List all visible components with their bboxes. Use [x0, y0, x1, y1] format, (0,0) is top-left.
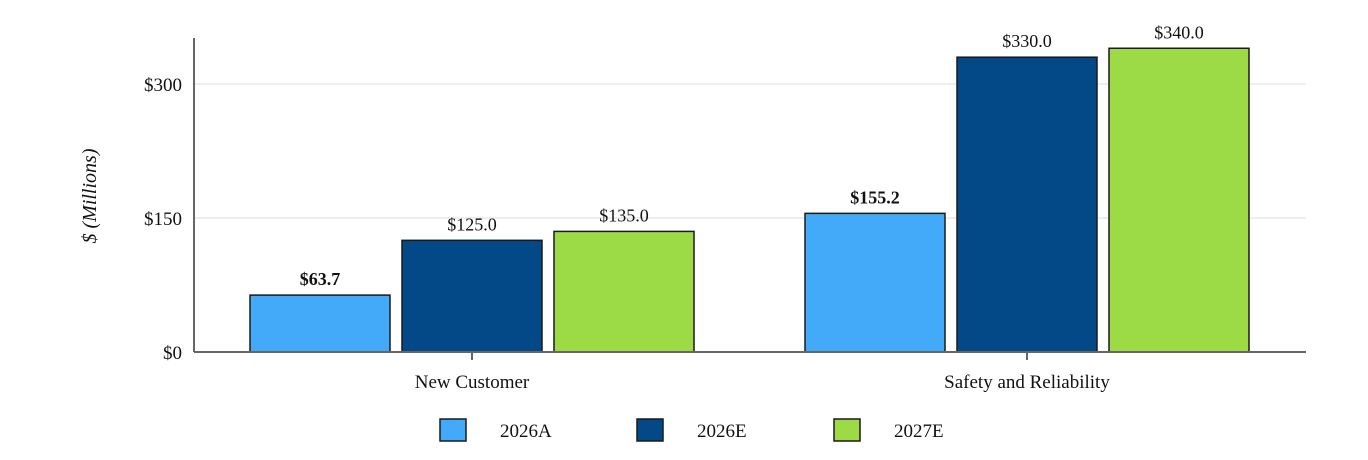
data-label: $155.2 [850, 187, 900, 207]
y-tick-label: $0 [163, 343, 182, 364]
legend-label: 2026A [500, 421, 552, 442]
bar-2027e [1108, 47, 1250, 353]
legend-label: 2026E [697, 421, 747, 442]
data-labels: $63.7 $125.0 $135.0 $155.2 $330.0 $340.0 [300, 22, 1204, 289]
y-tick-label: $150 [144, 209, 182, 230]
x-tick-labels: New Customer Safety and Reliability [415, 372, 1111, 393]
data-label: $330.0 [1002, 31, 1052, 51]
y-axis-label: $ (Millions) [79, 148, 101, 243]
bars [249, 47, 1250, 353]
legend-swatch-2026a [439, 418, 467, 442]
legend-swatch-2026e [636, 418, 664, 442]
bar-2026a [804, 212, 946, 353]
bar-2027e [553, 230, 695, 353]
data-label: $340.0 [1154, 22, 1204, 42]
y-tick-label: $300 [144, 75, 182, 96]
x-tick-label: Safety and Reliability [944, 372, 1110, 393]
data-label: $63.7 [300, 269, 341, 289]
data-label: $125.0 [447, 214, 497, 234]
bar-2026e [956, 56, 1098, 353]
axes [193, 38, 1306, 360]
x-tick-label: New Customer [415, 372, 530, 393]
y-tick-labels: $0 $150 $300 [144, 75, 182, 364]
data-label: $135.0 [599, 205, 649, 225]
legend-label: 2027E [894, 421, 944, 442]
legend-swatch-2027e [833, 418, 861, 442]
legend: 2026A 2026E 2027E [439, 418, 944, 442]
bar-2026a [249, 294, 391, 353]
bar-2026e [401, 239, 543, 353]
